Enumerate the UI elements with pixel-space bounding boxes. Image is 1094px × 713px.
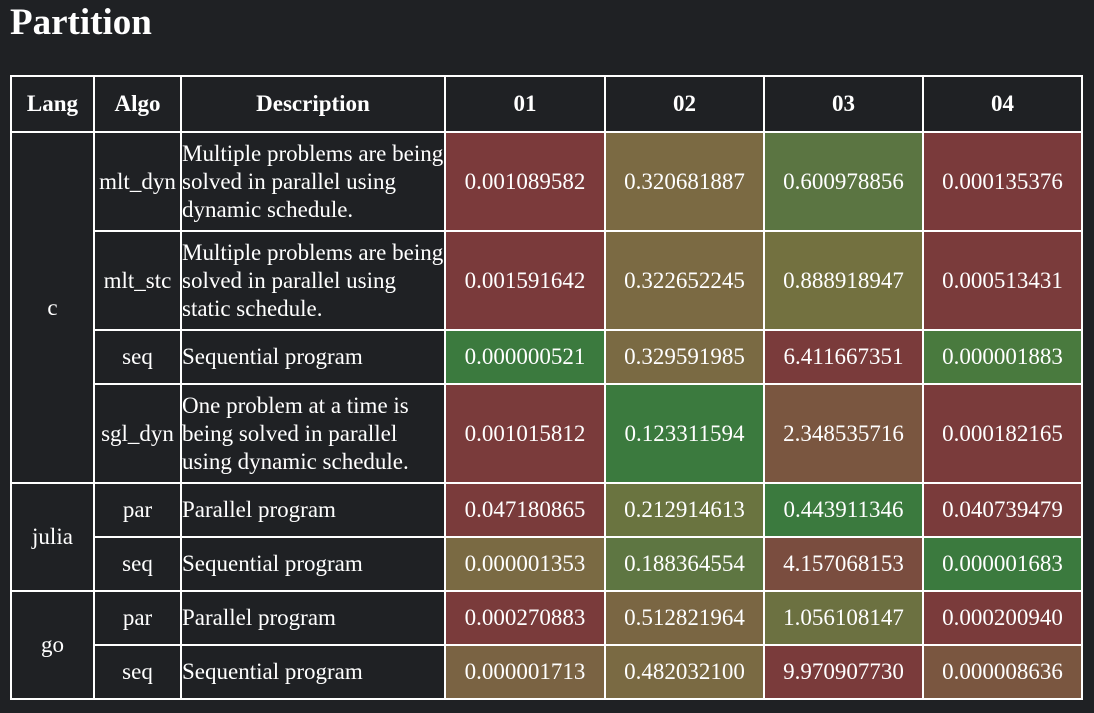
- value-cell: 0.000135376: [922, 131, 1083, 232]
- value-cell: 0.000513431: [922, 230, 1083, 331]
- value-cell: 1.056108147: [763, 590, 924, 646]
- header-lang: Lang: [10, 75, 95, 133]
- value-cell: 2.348535716: [763, 383, 924, 484]
- value-cell: 0.443911346: [763, 482, 924, 538]
- table-row: seq Sequential program 0.000001353 0.188…: [11, 536, 1083, 592]
- description-cell: Parallel program: [180, 590, 446, 646]
- value-cell: 0.888918947: [763, 230, 924, 331]
- algo-cell: par: [93, 482, 182, 538]
- value-cell: 0.000200940: [922, 590, 1083, 646]
- table-row: sgl_dyn One problem at a time is being s…: [11, 383, 1083, 484]
- lang-cell: go: [10, 590, 95, 700]
- value-cell: 0.482032100: [604, 644, 765, 700]
- value-cell: 0.000001883: [922, 329, 1083, 385]
- algo-cell: seq: [93, 329, 182, 385]
- algo-cell: seq: [93, 644, 182, 700]
- value-cell: 0.212914613: [604, 482, 765, 538]
- value-cell: 0.001591642: [444, 230, 606, 331]
- value-cell: 0.320681887: [604, 131, 765, 232]
- table-row: seq Sequential program 0.000001713 0.482…: [11, 644, 1083, 700]
- table-row: go par Parallel program 0.000270883 0.51…: [10, 590, 1083, 700]
- header-row: Lang Algo Description 01 02 03 04: [10, 75, 1083, 133]
- value-cell: 9.970907730: [763, 644, 924, 700]
- value-cell: 0.000000521: [444, 329, 606, 385]
- header-col-03: 03: [763, 75, 924, 133]
- value-cell: 0.322652245: [604, 230, 765, 331]
- value-cell: 0.000001353: [444, 536, 606, 592]
- value-cell: 0.000182165: [922, 383, 1083, 484]
- value-cell: 0.329591985: [604, 329, 765, 385]
- page-title: Partition: [10, 2, 152, 43]
- algo-cell: mlt_stc: [93, 230, 182, 331]
- table-row: c mlt_dyn Multiple problems are being so…: [10, 131, 1083, 484]
- header-col-04: 04: [922, 75, 1083, 133]
- table-row: seq Sequential program 0.000000521 0.329…: [11, 329, 1083, 385]
- value-cell: 6.411667351: [763, 329, 924, 385]
- value-cell: 0.001015812: [444, 383, 606, 484]
- description-cell: Parallel program: [180, 482, 446, 538]
- table-row: mlt_stc Multiple problems are being solv…: [11, 230, 1083, 331]
- description-cell: One problem at a time is being solved in…: [180, 383, 446, 484]
- value-cell: 0.047180865: [444, 482, 606, 538]
- description-cell: Sequential program: [180, 329, 446, 385]
- algo-cell: seq: [93, 536, 182, 592]
- algo-cell: mlt_dyn: [93, 131, 182, 232]
- description-cell: Multiple problems are being solved in pa…: [180, 230, 446, 331]
- lang-cell: julia: [10, 482, 95, 592]
- value-cell: 0.040739479: [922, 482, 1083, 538]
- algo-cell: sgl_dyn: [93, 383, 182, 484]
- value-cell: 0.600978856: [763, 131, 924, 232]
- header-description: Description: [180, 75, 446, 133]
- header-algo: Algo: [93, 75, 182, 133]
- value-cell: 0.001089582: [444, 131, 606, 232]
- value-cell: 0.123311594: [604, 383, 765, 484]
- results-table: Lang Algo Description 01 02 03 04 c mlt_…: [10, 75, 1083, 700]
- value-cell: 0.188364554: [604, 536, 765, 592]
- description-cell: Sequential program: [180, 536, 446, 592]
- value-cell: 0.000008636: [922, 644, 1083, 700]
- value-cell: 0.000001683: [922, 536, 1083, 592]
- table-row: julia par Parallel program 0.047180865 0…: [10, 482, 1083, 592]
- header-col-02: 02: [604, 75, 765, 133]
- header-col-01: 01: [444, 75, 606, 133]
- lang-cell: c: [10, 131, 95, 484]
- value-cell: 0.000001713: [444, 644, 606, 700]
- description-cell: Multiple problems are being solved in pa…: [180, 131, 446, 232]
- algo-cell: par: [93, 590, 182, 646]
- value-cell: 0.000270883: [444, 590, 606, 646]
- description-cell: Sequential program: [180, 644, 446, 700]
- value-cell: 4.157068153: [763, 536, 924, 592]
- value-cell: 0.512821964: [604, 590, 765, 646]
